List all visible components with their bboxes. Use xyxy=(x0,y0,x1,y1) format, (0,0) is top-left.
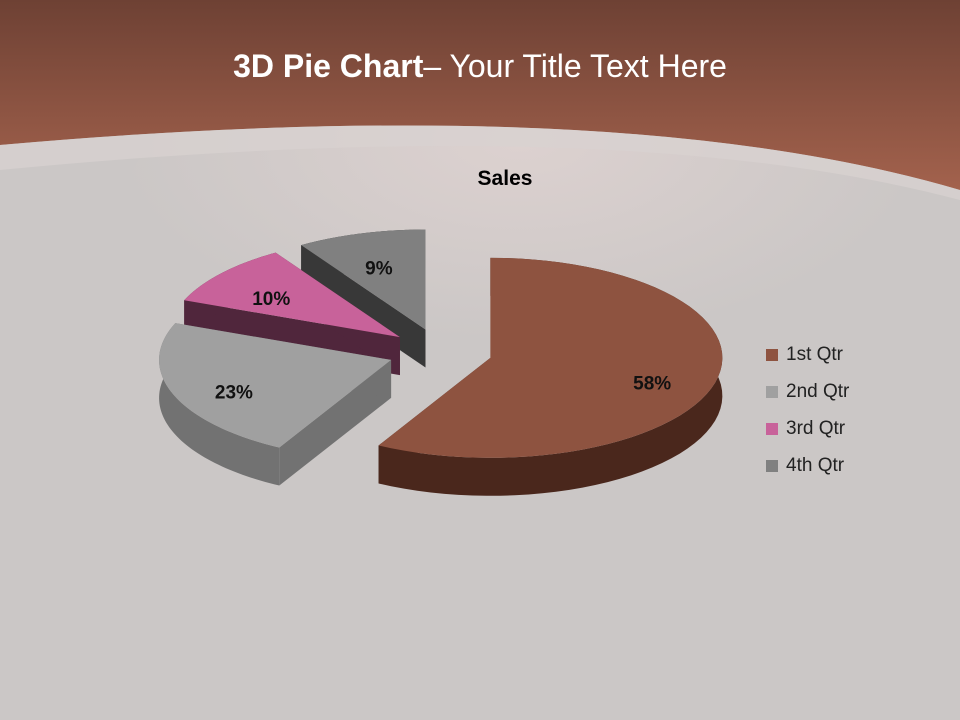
legend-swatch xyxy=(766,348,778,361)
slice-outer-wall xyxy=(159,323,280,486)
legend-label: 4th Qtr xyxy=(786,454,845,476)
legend-label: 2nd Qtr xyxy=(786,380,850,402)
legend-label: 3rd Qtr xyxy=(786,417,846,439)
chart-title: Sales xyxy=(477,167,533,190)
slice-2nd-qtr xyxy=(159,323,392,448)
legend-swatch xyxy=(766,385,778,398)
slice-4th-qtr xyxy=(301,229,426,330)
chart-legend: 1st Qtr 2nd Qtr 3rd Qtr 4th Qtr xyxy=(766,336,849,484)
legend-item: 3rd Qtr xyxy=(766,410,849,447)
legend-item: 1st Qtr xyxy=(766,336,849,373)
data-label: 23% xyxy=(215,382,253,403)
data-label: 58% xyxy=(633,374,671,395)
legend-item: 2nd Qtr xyxy=(766,373,849,410)
legend-swatch xyxy=(766,422,778,435)
data-label: 10% xyxy=(252,289,290,310)
legend-item: 4th Qtr xyxy=(766,447,849,484)
data-label: 9% xyxy=(365,258,393,279)
slice-3rd-qtr xyxy=(184,252,400,338)
legend-label: 1st Qtr xyxy=(786,343,844,365)
slice-1st-qtr xyxy=(378,257,723,458)
legend-swatch xyxy=(766,459,778,472)
slide-title: 3D Pie Chart– Your Title Text Here xyxy=(233,48,727,84)
